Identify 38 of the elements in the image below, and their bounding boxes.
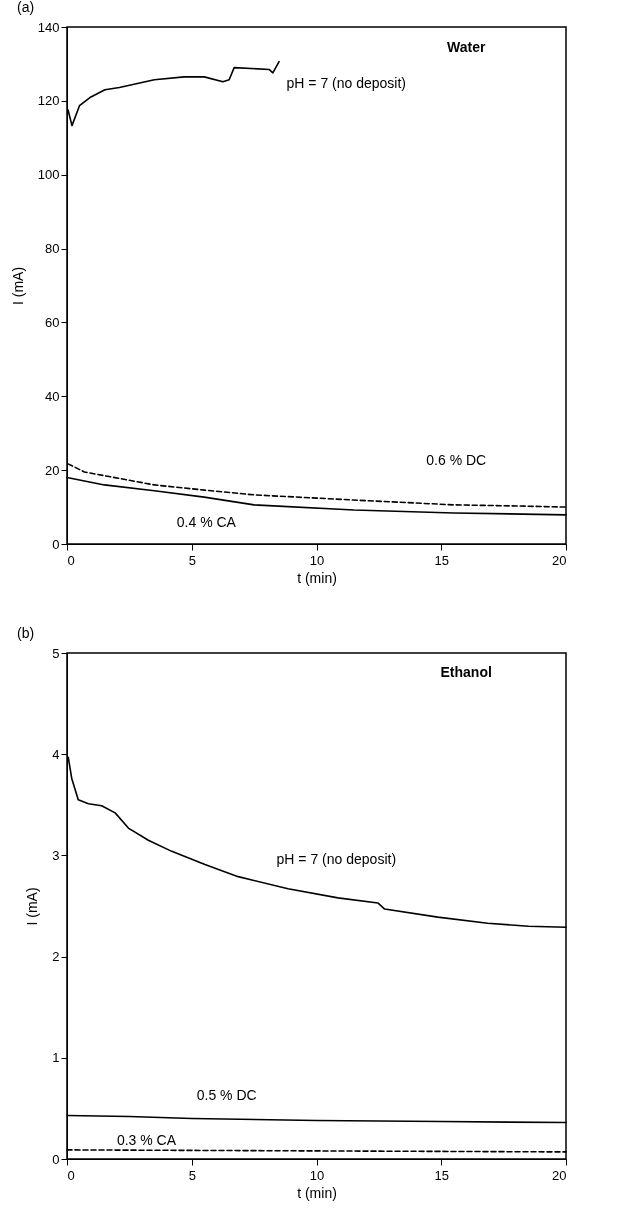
series-label: 0.4 % CA [176,514,237,531]
x-tick-label: 20 [552,1167,567,1183]
y-tick-label: 4 [52,746,60,762]
series-label: pH = 7 (no deposit) [276,851,397,868]
y-tick-label: 120 [37,93,60,109]
text: 0.6 % DC [426,452,487,469]
series-label: 0.5 % DC [196,1086,257,1103]
y-tick-label: 1 [52,1050,60,1066]
x-tick-label: 20 [552,552,567,568]
x-tick-label: 0 [67,552,75,568]
y-tick-label: 2 [52,949,60,965]
x-tick-label: 10 [309,552,325,568]
chart-title: (a) [17,0,35,15]
series-label: 0.3 % CA [116,1132,177,1149]
x-tick-label: 15 [434,1167,449,1183]
chart-title: (b) [17,625,35,641]
annotation: Water [447,38,486,55]
x-tick-label: 10 [309,1167,325,1183]
x-axis-title: t (min) [297,569,337,586]
y-axis-title: I (mA) [9,266,26,306]
x-tick-label: 15 [434,552,449,568]
y-tick-label: 20 [45,462,60,478]
y-tick-label: 3 [52,847,60,863]
y-tick-label: 40 [45,388,60,404]
y-tick-label: 80 [45,241,60,257]
x-tick-label: 0 [67,1167,75,1183]
x-tick-label: 5 [188,552,196,568]
y-axis-title: I (mA) [24,887,41,926]
annotation: Ethanol [440,664,492,681]
y-tick-label: 0 [52,1151,60,1167]
y-tick-label: 140 [37,19,60,35]
y-tick-label: 5 [52,645,60,661]
series-label: pH = 7 (no deposit) [286,74,407,91]
y-tick-label: 60 [45,314,60,330]
x-tick-label: 5 [188,1167,196,1183]
x-axis-title: t (min) [297,1184,337,1201]
y-tick-label: 100 [37,167,60,183]
y-tick-label: 0 [52,536,60,552]
